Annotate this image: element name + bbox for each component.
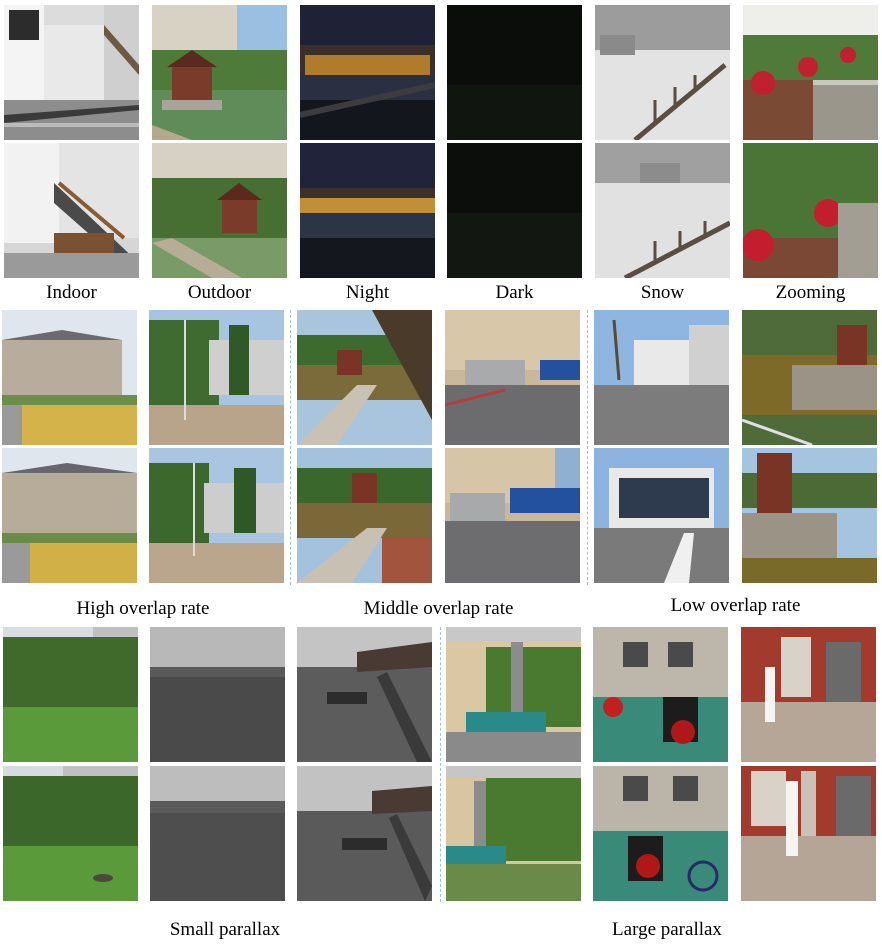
photo-large-parallax-1-bottom xyxy=(446,766,581,901)
caption-large-parallax: Large parallax xyxy=(612,919,722,940)
photo-high-overlap-2-bottom xyxy=(149,448,284,583)
photo-large-parallax-1-top xyxy=(446,627,581,762)
photo-middle-overlap-2-top xyxy=(445,310,580,445)
photo-low-overlap-1-top xyxy=(594,310,729,445)
photo-low-overlap-2-bottom xyxy=(742,448,877,583)
photo-high-overlap-2-top xyxy=(149,310,284,445)
photo-large-parallax-3-top xyxy=(741,627,876,762)
photo-night-bottom xyxy=(300,143,435,278)
photo-dark-bottom xyxy=(447,143,582,278)
photo-small-parallax-1-top xyxy=(3,627,138,762)
photo-large-parallax-2-bottom xyxy=(593,766,728,901)
photo-snow-top xyxy=(595,5,730,140)
caption-small-parallax: Small parallax xyxy=(169,919,281,940)
caption-outdoor: Outdoor xyxy=(187,282,252,303)
photo-high-overlap-1-top xyxy=(2,310,137,445)
photo-snow-bottom xyxy=(595,143,730,278)
photo-small-parallax-1-bottom xyxy=(3,766,138,901)
caption-high-overlap: High overlap rate xyxy=(76,598,210,619)
photo-outdoor-bottom xyxy=(152,143,287,278)
photo-small-parallax-2-top xyxy=(150,627,285,762)
caption-night: Night xyxy=(345,282,390,303)
photo-small-parallax-2-bottom xyxy=(150,766,285,901)
divider-middle-low xyxy=(587,310,588,585)
divider-high-middle xyxy=(290,310,291,585)
photo-middle-overlap-1-bottom xyxy=(297,448,432,583)
caption-zooming: Zooming xyxy=(775,282,846,303)
photo-middle-overlap-1-top xyxy=(297,310,432,445)
caption-indoor: Indoor xyxy=(46,282,97,303)
caption-dark: Dark xyxy=(495,282,534,303)
photo-high-overlap-1-bottom xyxy=(2,448,137,583)
photo-low-overlap-2-top xyxy=(742,310,877,445)
photo-dark-top xyxy=(447,5,582,140)
caption-low-overlap: Low overlap rate xyxy=(670,595,801,616)
caption-middle-overlap: Middle overlap rate xyxy=(363,598,514,619)
photo-large-parallax-3-bottom xyxy=(741,766,876,901)
photo-small-parallax-3-top xyxy=(297,627,432,762)
photo-indoor-top xyxy=(4,5,139,140)
photo-outdoor-top xyxy=(152,5,287,140)
divider-small-large-parallax xyxy=(440,627,441,902)
photo-zooming-bottom xyxy=(743,143,878,278)
photo-indoor-bottom xyxy=(4,143,139,278)
photo-zooming-top xyxy=(743,5,878,140)
photo-night-top xyxy=(300,5,435,140)
caption-snow: Snow xyxy=(640,282,685,303)
photo-middle-overlap-2-bottom xyxy=(445,448,580,583)
photo-small-parallax-3-bottom xyxy=(297,766,432,901)
photo-low-overlap-1-bottom xyxy=(594,448,729,583)
photo-large-parallax-2-top xyxy=(593,627,728,762)
